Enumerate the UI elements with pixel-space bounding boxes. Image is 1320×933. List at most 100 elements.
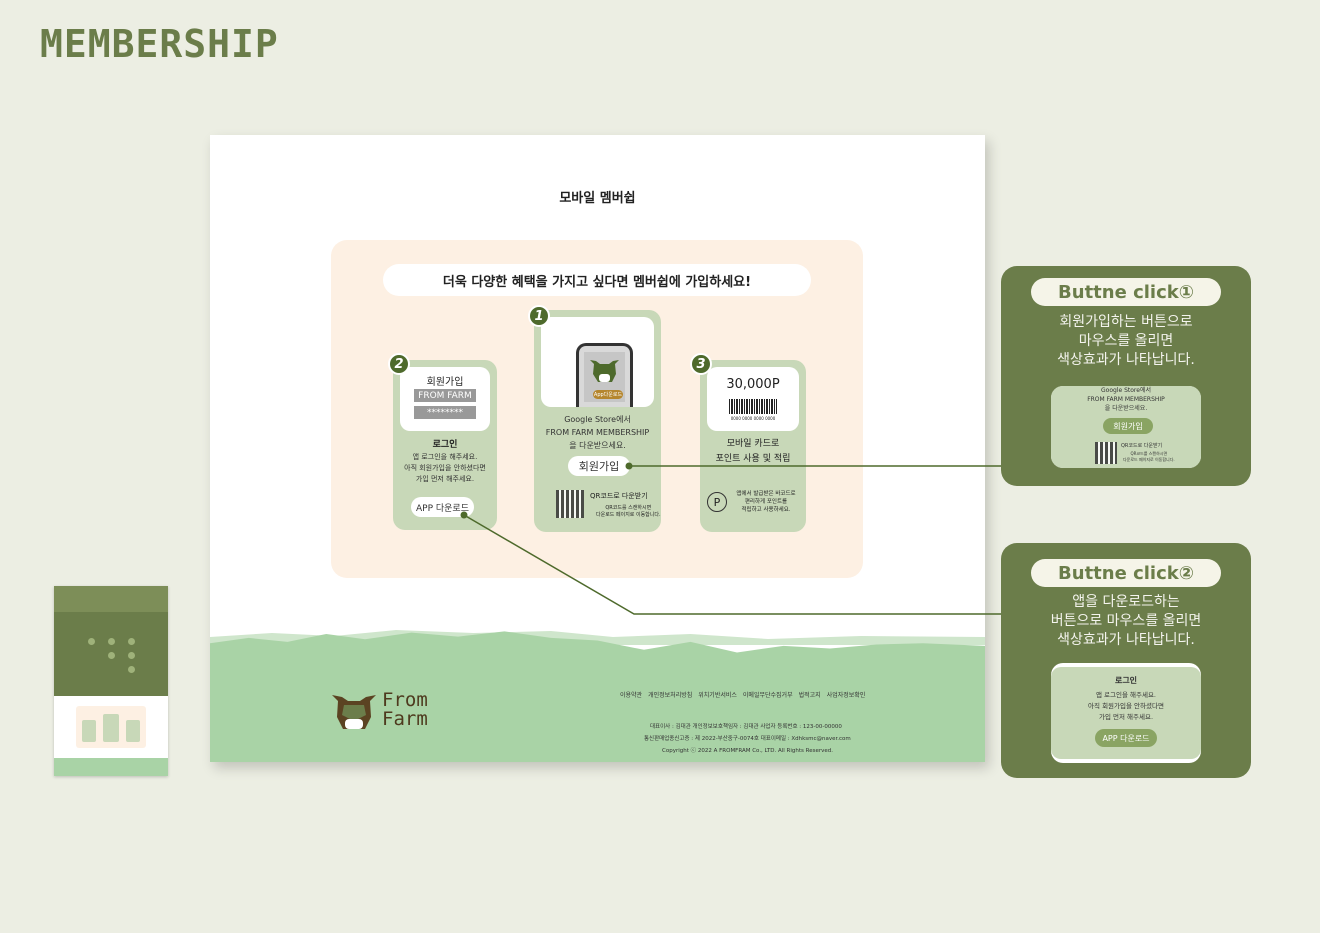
app-download-button-hover[interactable]: APP 다운로드 (1095, 729, 1157, 747)
callout-description: 회원가입하는 버튼으로 마우스를 올리면 색상효과가 나타납니다. (1021, 313, 1231, 370)
form-title: 회원가입 (426, 377, 464, 388)
membership-page-mockup: 모바일 멤버쉽 더욱 다양한 혜택을 가지고 싶다면 멤버쉽에 가입하세요! 회… (210, 135, 985, 762)
thumbnail-top-section (54, 586, 168, 696)
desc-line: 편리하게 포인트를 (744, 499, 788, 505)
signup-form-preview: 회원가입 FROM FARM ******** (400, 367, 490, 431)
full-page-thumbnail (54, 586, 168, 776)
callout-button-1: Buttne click① 회원가입하는 버튼으로 마우스를 올리면 색상효과가… (1001, 266, 1251, 486)
section-title: 모바일 멤버쉽 (559, 191, 636, 206)
thumbnail-card (82, 720, 96, 742)
desc-line: 을 다운받으세요. (1104, 405, 1148, 412)
callout-description: 앱을 다운로드하는 버튼으로 마우스를 올리면 색상효과가 나타납니다. (1021, 593, 1231, 650)
qr-code-icon (1095, 442, 1117, 464)
tagline-banner: 더욱 다양한 혜택을 가지고 싶다면 멤버쉽에 가입하세요! (383, 264, 811, 296)
phone-app-download-button[interactable]: App다운로드 (593, 390, 623, 399)
desc-line: 다운로드 페이지로 이동합니다. (1123, 457, 1175, 462)
thumbnail-membership-panel (76, 706, 146, 748)
card-title: 로그인 (432, 440, 458, 450)
thumbnail-card (103, 714, 119, 742)
qr-title: QR코드로 다운받기 (590, 492, 648, 500)
barcode-icon (729, 399, 777, 414)
logo-line: Farm (382, 708, 428, 730)
app-download-card: App다운로드 Google Store에서 FROM FARM MEMBERS… (534, 310, 661, 532)
preview-card: 로그인 앱 로그인을 해주세요. 아직 회원가입을 안하셨다면 가입 먼저 해주… (1051, 667, 1201, 759)
desc-line: Google Store에서 (1101, 387, 1151, 394)
company-info: 대표이사 : 김대관 개인정보보호책임자 : 김대관 사업자 등록번호 : 12… (650, 724, 842, 730)
phone-preview: App다운로드 (541, 317, 654, 407)
step-badge-2: 2 (388, 353, 410, 375)
thumbnail-dot (108, 638, 115, 645)
signup-button-hover[interactable]: 회원가입 (1103, 418, 1153, 434)
title-line: 모바일 카드로 (726, 439, 780, 449)
id-field: FROM FARM (414, 389, 476, 402)
thumbnail-card (126, 720, 140, 742)
login-card: 회원가입 FROM FARM ******** 로그인 앱 로그인을 해주세요.… (393, 360, 497, 530)
footer-link[interactable]: 위치기반서비스 (698, 692, 737, 699)
password-field: ******** (414, 406, 476, 419)
signup-button[interactable]: 회원가입 (568, 456, 630, 476)
desc-line: 을 다운받으세요. (569, 441, 626, 450)
desc-line: QR코드를 스캔하시면 (605, 505, 652, 511)
desc-line: 적립하고 사용하세요. (741, 507, 791, 513)
desc-line: 색상효과가 나타납니다. (1057, 632, 1195, 648)
step-badge-1: 1 (528, 305, 550, 327)
hover-preview-2: 로그인 앱 로그인을 해주세요. 아직 회원가입을 안하셨다면 가입 먼저 해주… (1051, 663, 1201, 763)
desc-line: 색상효과가 나타납니다. (1057, 352, 1195, 368)
desc-line: Google Store에서 (564, 415, 631, 424)
company-info: 통신판매업종신고증 : 제 2022-부산중구-0074호 대표이메일 : Xd… (644, 736, 851, 742)
thumbnail-dot (128, 652, 135, 659)
preview-description: 앱 로그인을 해주세요. 아직 회원가입을 안하셨다면 가입 먼저 해주세요. (1051, 690, 1201, 723)
desc-line: 앱 로그인을 해주세요. (412, 453, 478, 461)
footer-link[interactable]: 이메일무단수집거부 (742, 692, 793, 699)
cow-logo-icon (332, 695, 376, 729)
callout-title: Buttne click② (1031, 559, 1221, 587)
card-description: Google Store에서 FROM FARM MEMBERSHIP 을 다운… (534, 413, 661, 452)
qr-description: QR코드를 스캔하시면 다운로드 페이지로 이동합니다. (596, 505, 661, 519)
footer-links: 이용약관 개인정보처리방침 위치기반서비스 이메일무단수집거부 법적고지 사업자… (620, 690, 865, 699)
desc-line: 마우스를 올리면 (1078, 333, 1174, 349)
desc-line: 앱에서 발급받은 바코드로 (736, 491, 796, 497)
preview-description: Google Store에서 FROM FARM MEMBERSHIP 을 다운… (1051, 386, 1201, 413)
footer (210, 631, 985, 762)
callout-title: Buttne click① (1031, 278, 1221, 306)
desc-line: 회원가입하는 버튼으로 (1059, 314, 1193, 330)
cow-logo-icon (590, 360, 619, 382)
desc-line: 가입 먼저 해주세요. (415, 475, 475, 483)
points-card: 30,000P 0000 0000 0000 0000 모바일 카드로 포인트 … (700, 360, 806, 532)
point-icon: P (707, 492, 727, 512)
footer-link[interactable]: 법적고지 (798, 692, 821, 699)
qr-code-icon (556, 490, 584, 518)
qr-description: QR코드를 스캔하시면 다운로드 페이지로 이동합니다. (1123, 451, 1175, 463)
footer-link[interactable]: 이용약관 (620, 692, 643, 699)
app-download-button[interactable]: APP 다운로드 (411, 497, 474, 517)
desc-line: 아직 회원가입을 안하셨다면 (404, 464, 486, 472)
title-line: 포인트 사용 및 적립 (715, 454, 791, 464)
page-heading: MEMBERSHIP (40, 22, 279, 66)
phone-icon (576, 343, 633, 407)
qr-title: QR코드로 다운받기 (1121, 443, 1163, 449)
callout-button-2: Buttne click② 앱을 다운로드하는 버튼으로 마우스를 올리면 색상… (1001, 543, 1251, 778)
barcode-number: 0000 0000 0000 0000 (730, 416, 776, 421)
preview-title: 로그인 (1114, 676, 1138, 685)
thumbnail-dot (128, 638, 135, 645)
card-title: 모바일 카드로 포인트 사용 및 적립 (700, 437, 806, 467)
desc-line: 앱을 다운로드하는 (1072, 594, 1180, 610)
copyright: Copyright ⓒ 2022 A FROMFRAM Co., LTD. Al… (662, 748, 833, 754)
thumbnail-header (54, 586, 168, 612)
desc-line: 가입 먼저 해주세요. (1098, 713, 1154, 721)
barcode-card-preview: 30,000P 0000 0000 0000 0000 (707, 367, 799, 431)
thumbnail-dot (88, 638, 95, 645)
desc-line: FROM FARM MEMBERSHIP (1087, 396, 1165, 403)
card-description: 앱 로그인을 해주세요. 아직 회원가입을 안하셨다면 가입 먼저 해주세요. (393, 452, 497, 485)
desc-line: QR코드를 스캔하시면 (1130, 451, 1168, 456)
step-badge-3: 3 (690, 353, 712, 375)
card-description: 앱에서 발급받은 바코드로 편리하게 포인트를 적립하고 사용하세요. (730, 490, 802, 514)
footer-link[interactable]: 사업자정보확인 (826, 692, 866, 699)
desc-line: 앱 로그인을 해주세요. (1095, 691, 1157, 699)
desc-line: 아직 회원가입을 안하셨다면 (1088, 702, 1164, 710)
footer-link[interactable]: 개인정보처리방침 (648, 692, 693, 699)
hover-preview-1: Google Store에서 FROM FARM MEMBERSHIP 을 다운… (1051, 386, 1201, 468)
desc-line: FROM FARM MEMBERSHIP (545, 428, 650, 437)
preview-card: Google Store에서 FROM FARM MEMBERSHIP 을 다운… (1051, 386, 1201, 468)
logo-wordmark: From Farm (382, 691, 428, 729)
